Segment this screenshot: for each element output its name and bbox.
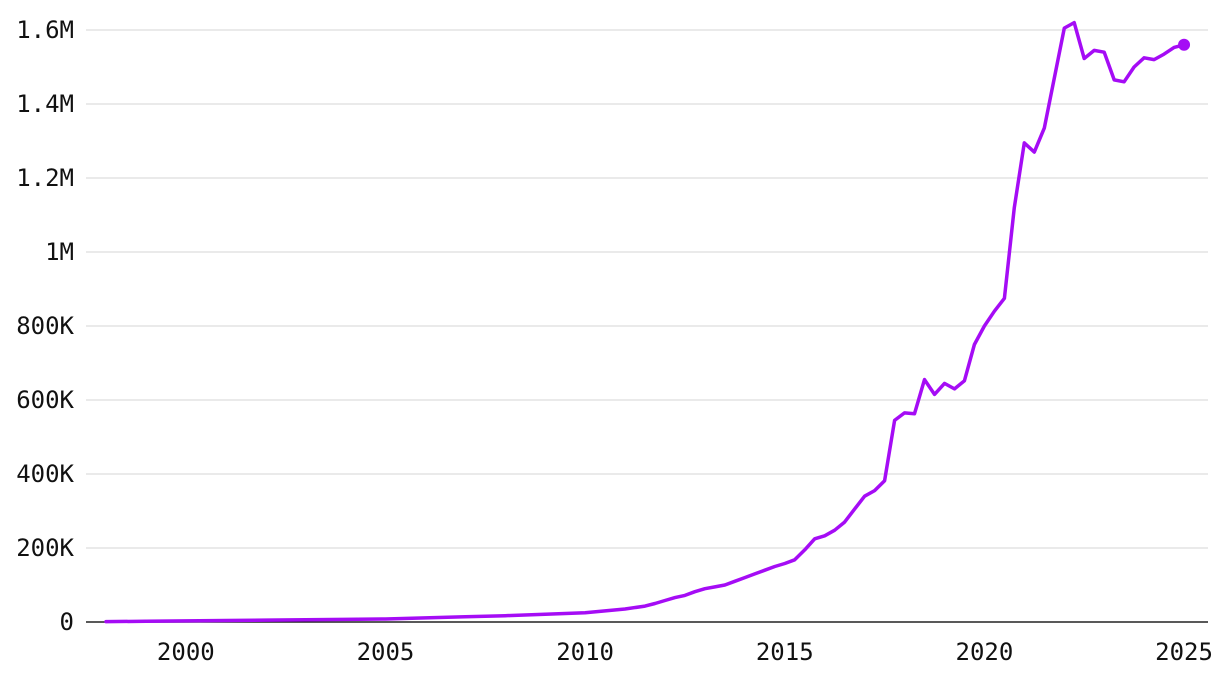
x-tick-label: 2005 — [357, 638, 415, 666]
x-tick-label: 2010 — [556, 638, 614, 666]
series-line — [104, 20, 1186, 624]
x-tick-label: 2015 — [756, 638, 814, 666]
gridlines — [86, 29, 1208, 549]
x-axis-ticks: 2000 2005 2010 2015 2020 2025 — [157, 638, 1213, 666]
last-point-marker — [1178, 38, 1191, 51]
x-tick-label: 2020 — [956, 638, 1014, 666]
y-tick-label: 1.6M — [16, 16, 74, 44]
y-tick-label: 1.2M — [16, 164, 74, 192]
y-tick-label: 400K — [16, 460, 74, 488]
y-tick-label: 600K — [16, 386, 74, 414]
x-tick-label: 2025 — [1155, 638, 1213, 666]
series-group — [104, 20, 1191, 624]
y-tick-label: 1M — [45, 238, 74, 266]
y-tick-label: 800K — [16, 312, 74, 340]
y-tick-label: 200K — [16, 534, 74, 562]
y-tick-label: 0 — [60, 608, 74, 636]
x-tick-label: 2000 — [157, 638, 215, 666]
y-tick-label: 1.4M — [16, 90, 74, 118]
y-axis-ticks: 0 200K 400K 600K 800K 1M 1.2M 1.4M 1.6M — [16, 16, 74, 636]
